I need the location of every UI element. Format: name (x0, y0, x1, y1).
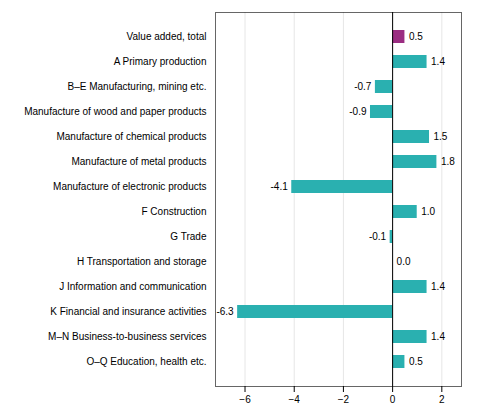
svg-text:1.0: 1.0 (421, 206, 435, 217)
svg-text:Value added, total: Value added, total (127, 31, 207, 42)
svg-text:B–E Manufacturing, mining etc.: B–E Manufacturing, mining etc. (68, 81, 207, 92)
svg-text:Manufacture of electronic prod: Manufacture of electronic products (53, 181, 206, 192)
svg-text:M–N Business-to-business servi: M–N Business-to-business services (48, 331, 206, 342)
svg-text:−4: −4 (289, 394, 301, 405)
svg-text:1.4: 1.4 (431, 281, 445, 292)
svg-text:0.5: 0.5 (409, 31, 423, 42)
svg-text:0.0: 0.0 (397, 256, 411, 267)
svg-text:−6: −6 (239, 394, 251, 405)
svg-text:-0.1: -0.1 (369, 231, 387, 242)
svg-text:-0.9: -0.9 (349, 106, 367, 117)
svg-text:A Primary production: A Primary production (114, 56, 207, 67)
svg-text:0.5: 0.5 (409, 356, 423, 367)
svg-text:O–Q Education, health etc.: O–Q Education, health etc. (86, 356, 206, 367)
svg-text:Manufacture of metal products: Manufacture of metal products (71, 156, 206, 167)
svg-text:-0.7: -0.7 (354, 81, 372, 92)
svg-text:2: 2 (439, 394, 445, 405)
svg-text:-4.1: -4.1 (271, 181, 289, 192)
svg-text:−2: −2 (338, 394, 350, 405)
svg-text:1.4: 1.4 (431, 56, 445, 67)
svg-text:1.4: 1.4 (431, 331, 445, 342)
svg-text:G Trade: G Trade (170, 231, 207, 242)
svg-text:H Transportation and storage: H Transportation and storage (77, 256, 207, 267)
svg-text:-6.3: -6.3 (216, 306, 234, 317)
svg-text:F Construction: F Construction (141, 206, 206, 217)
svg-text:Manufacture of chemical produc: Manufacture of chemical products (56, 131, 206, 142)
svg-text:K Financial and insurance acti: K Financial and insurance activities (50, 306, 206, 317)
svg-text:1.5: 1.5 (434, 131, 448, 142)
svg-text:1.8: 1.8 (441, 156, 455, 167)
svg-text:0: 0 (390, 394, 396, 405)
svg-text:Manufacture of wood and paper: Manufacture of wood and paper products (24, 106, 206, 117)
svg-text:J Information and communicatio: J Information and communication (59, 281, 206, 292)
